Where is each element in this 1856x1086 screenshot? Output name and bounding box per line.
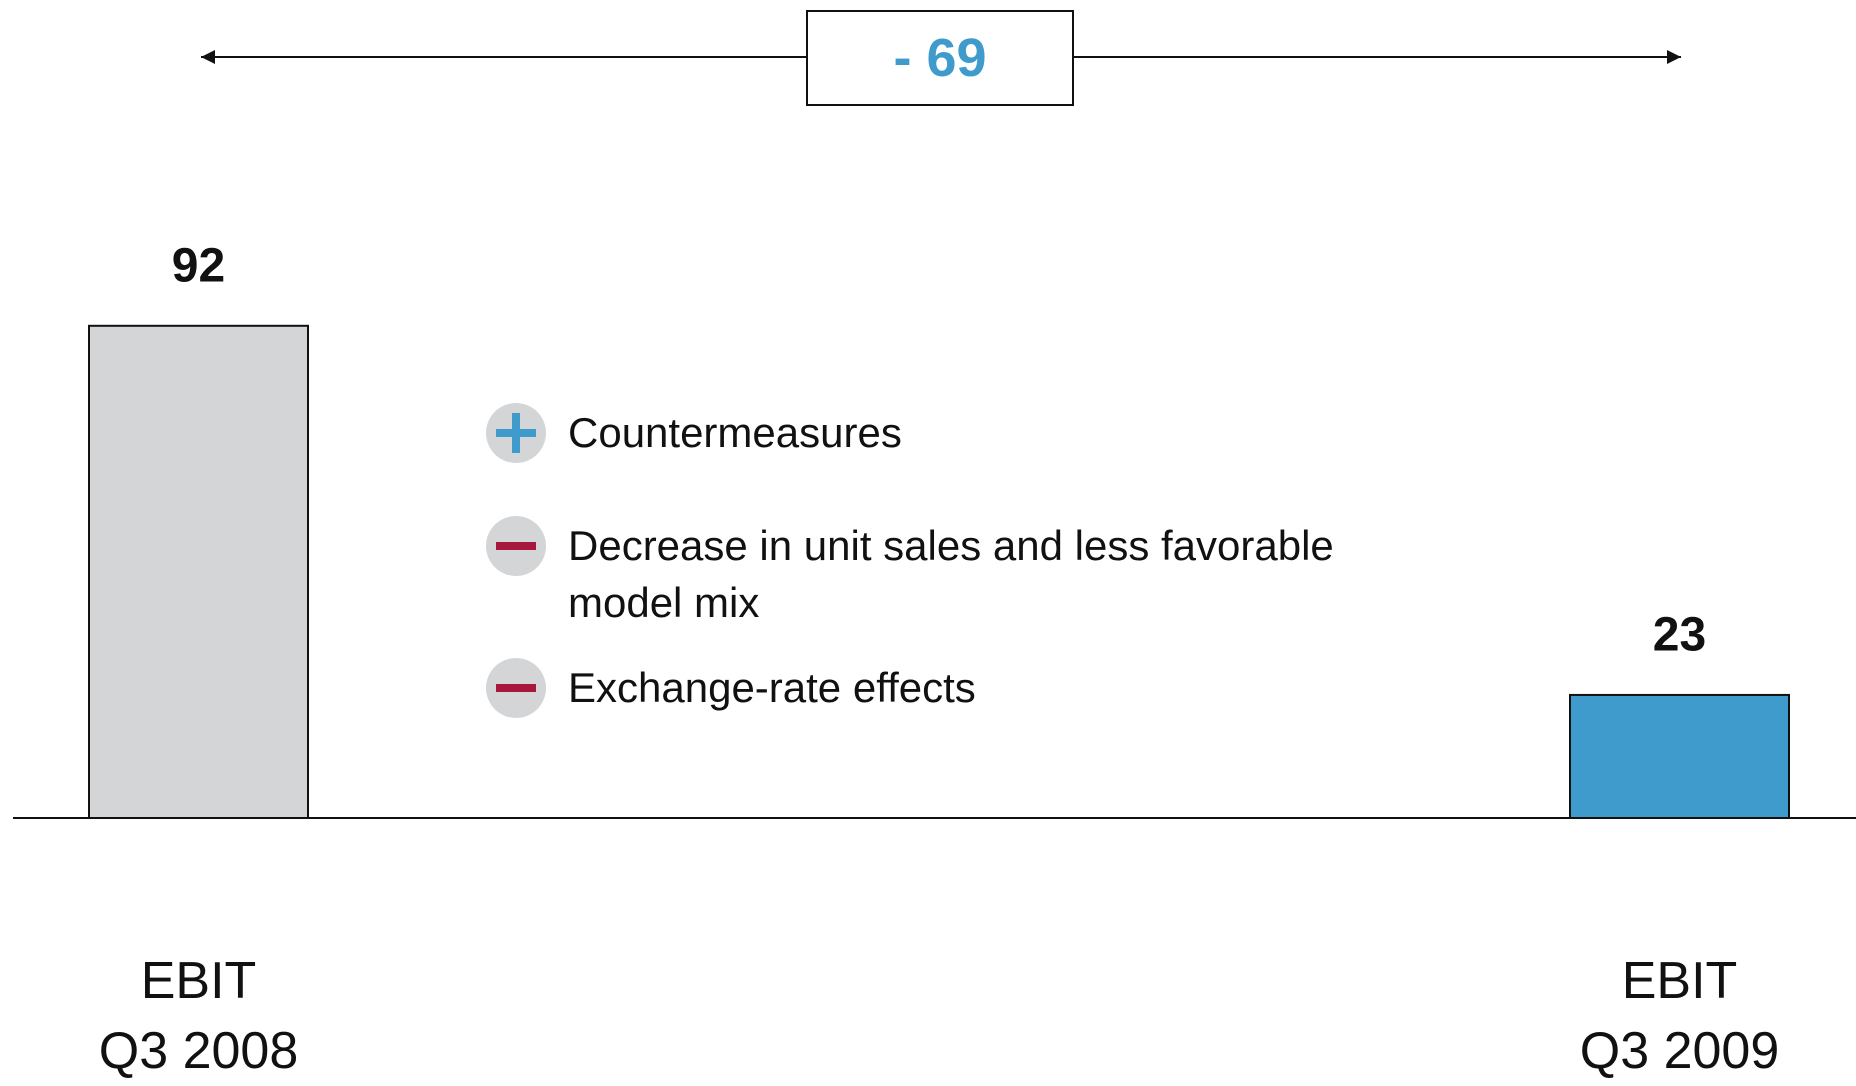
bar bbox=[89, 326, 308, 818]
plus-v bbox=[512, 413, 520, 453]
x-tick-label: EBIT Q3 2008 bbox=[0, 946, 399, 1086]
factor-text: Decrease in unit sales and less favorabl… bbox=[568, 517, 1334, 631]
value-label: 92 bbox=[99, 238, 299, 293]
minus bbox=[496, 542, 536, 550]
minus bbox=[496, 684, 536, 692]
bar bbox=[1570, 695, 1789, 818]
factor-text: Countermeasures bbox=[568, 404, 902, 461]
x-tick-label: EBIT Q3 2009 bbox=[1480, 946, 1856, 1086]
factor-text: Exchange-rate effects bbox=[568, 659, 976, 716]
value-label: 23 bbox=[1580, 607, 1780, 662]
difference-label: - 69 bbox=[807, 27, 1073, 89]
